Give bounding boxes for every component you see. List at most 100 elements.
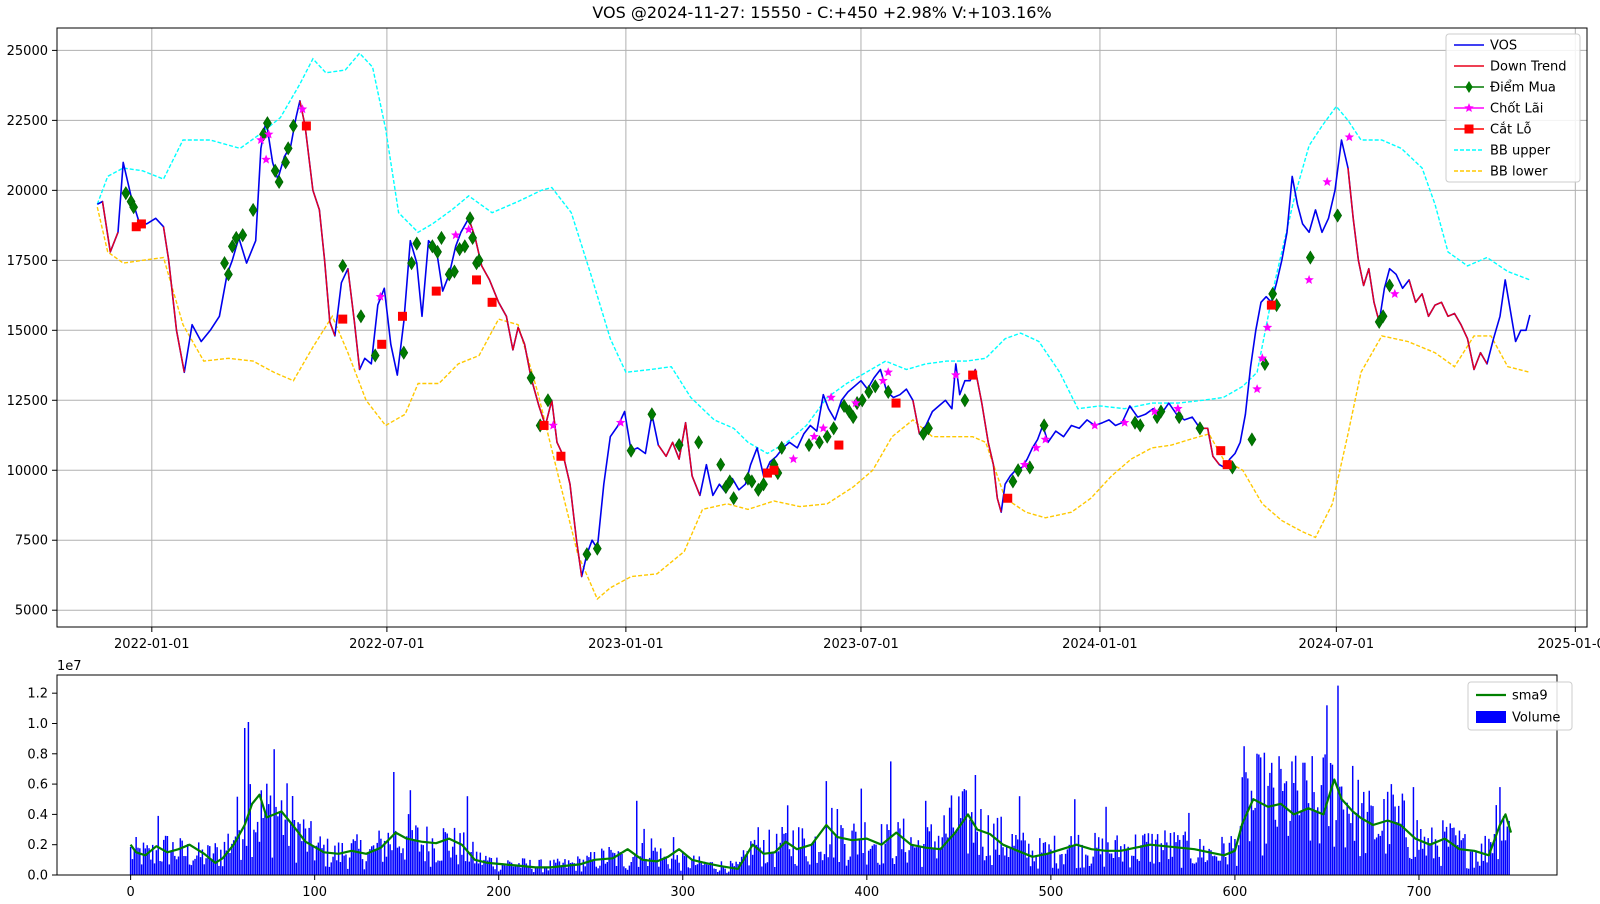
buy-marker	[1135, 418, 1145, 433]
legend-swatch-diamond	[1465, 81, 1473, 93]
volume-bar	[1175, 842, 1177, 875]
volume-bar	[704, 861, 706, 875]
volume-bar	[698, 856, 701, 875]
volume-bar	[140, 864, 143, 875]
volume-bar	[912, 845, 914, 875]
take-profit-marker	[851, 398, 861, 408]
volume-bar	[326, 838, 329, 875]
volume-bar	[748, 865, 750, 875]
volume-bar	[781, 827, 783, 875]
volume-bar	[1009, 848, 1012, 875]
take-profit-marker	[809, 431, 819, 441]
volume-bar	[1394, 806, 1396, 875]
volume-bar	[321, 848, 323, 875]
volume-bar	[1085, 854, 1087, 875]
volume-bar	[442, 828, 445, 875]
volume-bar	[1298, 815, 1301, 875]
volume-bar	[621, 854, 623, 875]
buy-marker	[248, 202, 258, 218]
volume-bar	[805, 856, 807, 875]
volume-bar	[1405, 837, 1407, 875]
volume-bar	[823, 854, 826, 875]
volume-bar	[264, 812, 266, 875]
volume-bar	[304, 828, 307, 875]
volume-bar	[1445, 826, 1448, 875]
volume-bar	[1248, 841, 1251, 875]
volume-bar	[1455, 835, 1457, 875]
volume-bar	[131, 859, 134, 875]
volume-bar	[613, 853, 616, 875]
volume-bar	[588, 857, 590, 875]
take-profit-marker	[1149, 406, 1160, 416]
volume-bar	[1342, 809, 1345, 875]
volume-bar	[1478, 865, 1481, 875]
buy-marker	[121, 186, 131, 201]
volume-bar	[369, 849, 371, 875]
volume-bar	[842, 828, 844, 875]
volume-bar	[884, 843, 886, 875]
volume-bar	[455, 854, 458, 875]
buy-marker	[289, 118, 298, 134]
buy-marker	[407, 256, 416, 271]
volume-bar	[376, 842, 378, 875]
volume-bar	[391, 850, 393, 875]
volume-bar	[672, 837, 675, 875]
volume-bar	[437, 860, 439, 875]
take-profit-marker	[1322, 176, 1332, 186]
volume-bar	[1070, 836, 1072, 875]
buy-marker	[370, 348, 380, 363]
take-profit-marker	[951, 370, 961, 380]
volume-bar	[277, 816, 279, 875]
volume-bar	[1331, 764, 1334, 875]
volume-bar	[510, 862, 513, 875]
volume-bar	[256, 821, 259, 875]
volume-bar	[179, 838, 182, 875]
volume-bar	[163, 839, 165, 875]
volume-bar	[941, 837, 944, 875]
volume-bar	[1270, 762, 1273, 875]
volume-bar	[1501, 840, 1503, 875]
volume-bar	[1370, 805, 1372, 875]
volume-bar	[148, 848, 150, 875]
volume-bar	[367, 852, 369, 875]
x-tick-label: 2024-07-01	[1299, 637, 1375, 652]
volume-bar	[1171, 856, 1174, 875]
volume-bar	[479, 852, 482, 875]
price-plot-frame	[56, 27, 1588, 628]
volume-bar	[1247, 778, 1249, 875]
volume-bar	[582, 859, 585, 875]
volume-bar	[1348, 813, 1350, 875]
volume-bar	[280, 800, 283, 875]
volume-bar	[225, 850, 228, 875]
y-tick-label: 25000	[7, 44, 48, 59]
volume-bar	[240, 859, 242, 875]
volume-bar	[150, 859, 152, 875]
take-profit-marker	[788, 454, 799, 464]
take-profit-marker	[375, 291, 386, 301]
take-profit-marker	[451, 230, 461, 240]
volume-bar	[1002, 847, 1004, 875]
buy-marker	[1378, 309, 1388, 324]
stop-loss-marker	[834, 440, 844, 450]
volume-bar	[983, 860, 986, 875]
volume-bar	[144, 848, 147, 875]
volume-bar	[496, 857, 498, 875]
volume-bar	[194, 858, 196, 875]
volume-bar	[1188, 812, 1190, 875]
volume-bar	[220, 849, 222, 875]
volume-bar	[313, 860, 316, 875]
volume-bar	[1239, 826, 1242, 875]
volume-bar	[619, 852, 621, 875]
buy-marker	[582, 547, 592, 562]
volume-bar	[543, 867, 546, 875]
volume-bar	[1224, 857, 1227, 875]
legend-swatch-square	[1464, 124, 1474, 134]
volume-bar	[724, 868, 726, 875]
volume-bar	[1184, 831, 1186, 875]
buy-marker	[427, 239, 437, 254]
volume-bar	[840, 825, 842, 875]
volume-bar	[1344, 847, 1347, 875]
volume-bar	[1050, 849, 1052, 875]
stop-loss-marker	[769, 465, 779, 475]
volume-bar	[744, 854, 747, 875]
